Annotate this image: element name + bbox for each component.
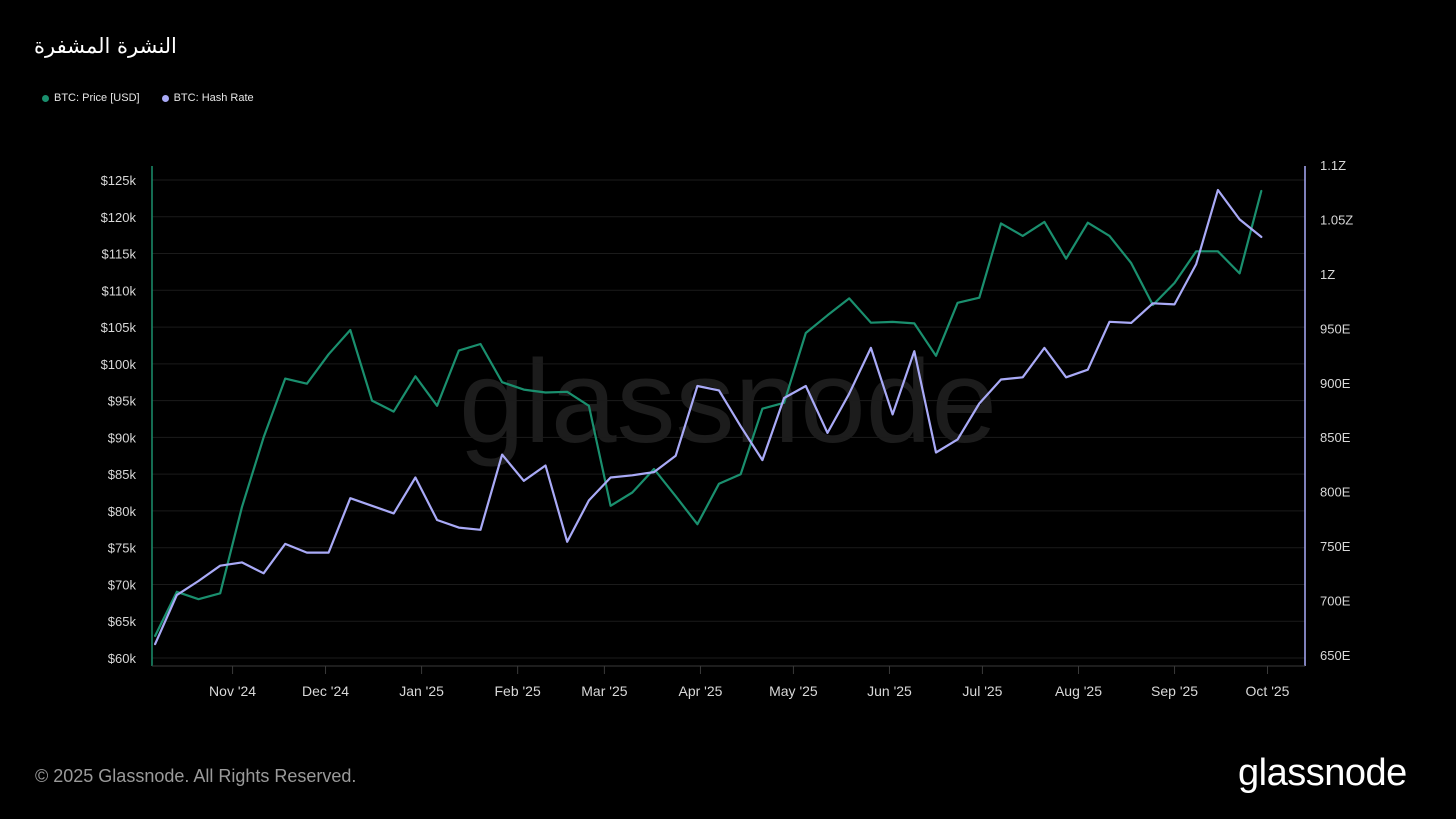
x-tick-label: Jun '25 — [867, 683, 912, 699]
legend: BTC: Price [USD] BTC: Hash Rate — [42, 92, 254, 104]
y-left-tick-label: $80k — [108, 504, 137, 519]
chart-title: النشرة المشفرة — [34, 34, 177, 58]
series-lines — [154, 188, 1263, 646]
y-right-tick-label: 700E — [1320, 594, 1351, 609]
y-left-tick-label: $100k — [101, 357, 137, 372]
x-tick-label: Feb '25 — [495, 683, 541, 699]
legend-label-price: BTC: Price [USD] — [54, 92, 140, 104]
glassnode-logo: glassnode — [1238, 752, 1407, 794]
x-tick-label: Sep '25 — [1151, 683, 1198, 699]
y-left-tick-label: $60k — [108, 651, 137, 666]
y-left-tick-label: $120k — [101, 210, 137, 225]
legend-dot-price — [42, 94, 49, 102]
legend-item-hashrate[interactable]: BTC: Hash Rate — [161, 92, 254, 104]
copyright-text: © 2025 Glassnode. All Rights Reserved. — [35, 766, 357, 786]
y-left-tick-label: $90k — [108, 430, 137, 445]
legend-item-price[interactable]: BTC: Price [USD] — [42, 92, 140, 104]
y-left-tick-label: $65k — [108, 614, 137, 629]
y-left-tick-label: $85k — [108, 467, 137, 482]
y-left-tick-label: $115k — [102, 247, 137, 262]
y-left-tick-label: $70k — [108, 577, 137, 592]
x-tick-label: Apr '25 — [678, 683, 722, 699]
legend-label-hashrate: BTC: Hash Rate — [173, 92, 254, 104]
y-right-tick-label: 750E — [1320, 539, 1351, 554]
y-right-tick-label: 850E — [1320, 430, 1351, 445]
x-tick-label: Nov '24 — [209, 683, 256, 699]
y-right-tick-label: 1Z — [1320, 267, 1335, 282]
x-tick-label: Jan '25 — [399, 683, 444, 699]
y-left-tick-label: $75k — [108, 541, 137, 556]
axes: $60k $65k $70k $75k $80k $85k $90k $95k $100k $10… — [101, 158, 1354, 699]
y-right-tick-label: 1.1Z — [1320, 158, 1346, 173]
x-tick-label: Oct '25 — [1246, 683, 1290, 699]
hashrate-series-line — [154, 188, 1263, 646]
y-right-tick-label: 950E — [1320, 321, 1351, 336]
grid-lines — [152, 179, 1305, 659]
y-left-tick-label: $110k — [102, 283, 137, 298]
y-left-tick-label: $95k — [108, 394, 137, 409]
x-tick-label: Aug '25 — [1055, 683, 1102, 699]
y-right-tick-label: 800E — [1320, 485, 1351, 500]
y-right-tick-label: 1.05Z — [1320, 212, 1353, 227]
x-tick-label: Jul '25 — [962, 683, 1002, 699]
price-series-line — [154, 189, 1263, 638]
y-left-tick-label: $105k — [101, 320, 137, 335]
y-right-tick-label: 650E — [1320, 648, 1351, 663]
x-tick-label: Dec '24 — [302, 683, 349, 699]
x-tick-label: May '25 — [769, 683, 818, 699]
legend-dot-hashrate — [161, 94, 169, 102]
y-left-tick-label: $125k — [101, 173, 137, 188]
x-tick-label: Mar '25 — [581, 683, 627, 699]
watermark: glassnode — [459, 336, 997, 468]
y-right-tick-label: 900E — [1320, 376, 1351, 391]
